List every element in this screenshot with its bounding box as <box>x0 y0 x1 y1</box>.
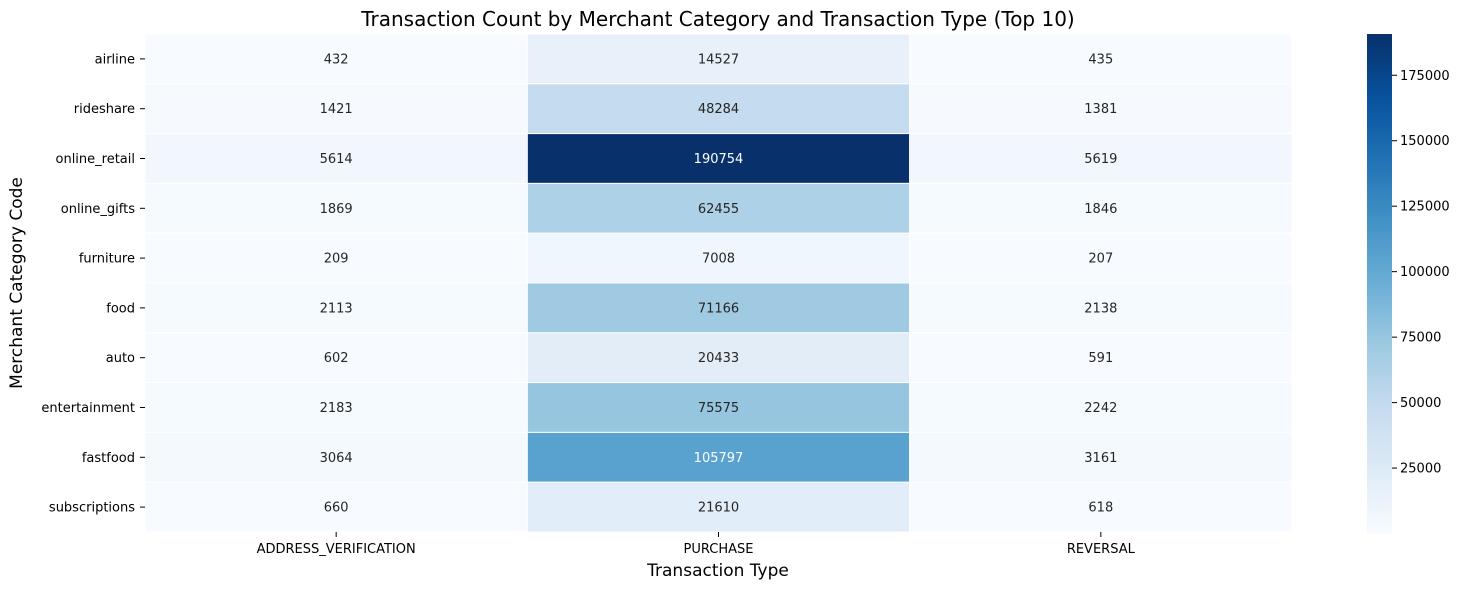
heatmap-cell <box>526 83 911 135</box>
y-tick-label: food <box>106 301 135 316</box>
cell-value-label: 207 <box>1088 252 1113 267</box>
heatmap-cell <box>909 182 1293 234</box>
heatmap-cell <box>909 282 1293 334</box>
heatmap-cell <box>526 481 911 533</box>
colorbar-tick-label: 75000 <box>1400 331 1441 346</box>
cell-value-label: 2138 <box>1084 301 1117 316</box>
heatmap-cell <box>526 382 911 433</box>
heatmap-cell <box>909 481 1293 533</box>
colorbar-tick-label: 125000 <box>1400 200 1450 215</box>
y-tick-label: fastfood <box>82 451 135 466</box>
cell-value-label: 71166 <box>698 301 739 316</box>
y-tick-label: airline <box>95 52 135 67</box>
y-tick-label: online_retail <box>56 152 136 167</box>
colorbar-tick-label: 100000 <box>1400 265 1450 280</box>
y-tick-label: entertainment <box>41 401 135 416</box>
x-tick-label: ADDRESS_VERIFICATION <box>257 542 416 557</box>
cell-value-label: 75575 <box>698 401 739 416</box>
cell-value-label: 5619 <box>1084 152 1117 167</box>
cell-value-label: 1846 <box>1084 202 1117 217</box>
cell-value-label: 602 <box>324 351 349 366</box>
x-axis-label: Transaction Type <box>646 561 789 581</box>
colorbar-tick-label: 150000 <box>1400 134 1450 149</box>
heatmap-cell <box>909 332 1293 384</box>
cell-value-label: 1869 <box>320 202 353 217</box>
heatmap-cell <box>144 182 528 234</box>
heatmap-cell <box>909 232 1293 284</box>
column-labels: ADDRESS_VERIFICATION PURCHASE REVERSAL <box>257 532 1136 557</box>
heatmap-cell <box>526 282 911 334</box>
y-axis-label: Merchant Category Code <box>7 177 27 389</box>
cell-value-label: 21610 <box>698 501 739 516</box>
heatmap-cell <box>526 33 911 85</box>
heatmap-cell <box>144 83 528 135</box>
x-tick-label: REVERSAL <box>1067 542 1136 557</box>
cell-value-label: 2113 <box>320 301 353 316</box>
y-tick-label: auto <box>106 351 135 366</box>
heatmap-cell <box>144 33 528 85</box>
heatmap-cell <box>144 382 528 433</box>
cell-value-label: 2183 <box>320 401 353 416</box>
y-tick-label: rideshare <box>74 102 135 117</box>
colorbar: 25000 50000 75000 100000 125000 150000 175000 <box>1367 34 1450 533</box>
cell-value-label: 660 <box>324 501 349 516</box>
heatmap-cell <box>909 33 1293 85</box>
cell-value-label: 1381 <box>1084 102 1117 117</box>
heatmap-cell <box>909 83 1293 135</box>
x-tick-label: PURCHASE <box>684 542 754 557</box>
cell-value-label: 3064 <box>320 451 353 466</box>
cell-value-label: 618 <box>1088 501 1113 516</box>
y-tick-label: furniture <box>79 252 135 267</box>
cell-value-label: 2242 <box>1084 401 1117 416</box>
heatmap-cell <box>526 232 911 284</box>
chart-title: Transaction Count by Merchant Category a… <box>360 7 1075 31</box>
cell-value-label: 432 <box>324 52 349 67</box>
heatmap-cell <box>909 431 1293 483</box>
cell-value-label: 48284 <box>698 102 739 117</box>
cell-value-label: 3161 <box>1084 451 1117 466</box>
row-labels: airline rideshare online_retail online_gift… <box>41 52 145 516</box>
cell-value-label: 5614 <box>320 152 353 167</box>
heatmap-cell <box>144 431 528 483</box>
cell-value-label: 435 <box>1088 52 1113 67</box>
colorbar-tick-label: 175000 <box>1400 69 1450 84</box>
cell-value-label: 14527 <box>698 52 739 67</box>
cell-value-label: 190754 <box>694 152 744 167</box>
colorbar-gradient <box>1367 34 1392 533</box>
cell-value-label: 7008 <box>702 252 735 267</box>
heatmap-cell <box>144 232 528 284</box>
heatmap-cell <box>144 481 528 533</box>
colorbar-tick-label: 25000 <box>1400 462 1441 477</box>
heatmap-cell <box>144 332 528 384</box>
colorbar-tick-label: 50000 <box>1400 396 1441 411</box>
cell-value-label: 1421 <box>320 102 353 117</box>
cell-value-label: 62455 <box>698 202 739 217</box>
cell-value-label: 209 <box>324 252 349 267</box>
cell-value-label: 591 <box>1088 351 1113 366</box>
heatmap-cell <box>526 133 911 184</box>
heatmap-cell <box>526 332 911 384</box>
cell-value-label: 20433 <box>698 351 739 366</box>
heatmap-cell <box>909 382 1293 433</box>
y-tick-label: subscriptions <box>49 501 135 516</box>
y-tick-label: online_gifts <box>61 202 135 217</box>
heatmap-cells: 432 14527 435 1421 48284 1381 5614 190754 5619 18… <box>144 33 1293 533</box>
cell-value-label: 105797 <box>694 451 744 466</box>
